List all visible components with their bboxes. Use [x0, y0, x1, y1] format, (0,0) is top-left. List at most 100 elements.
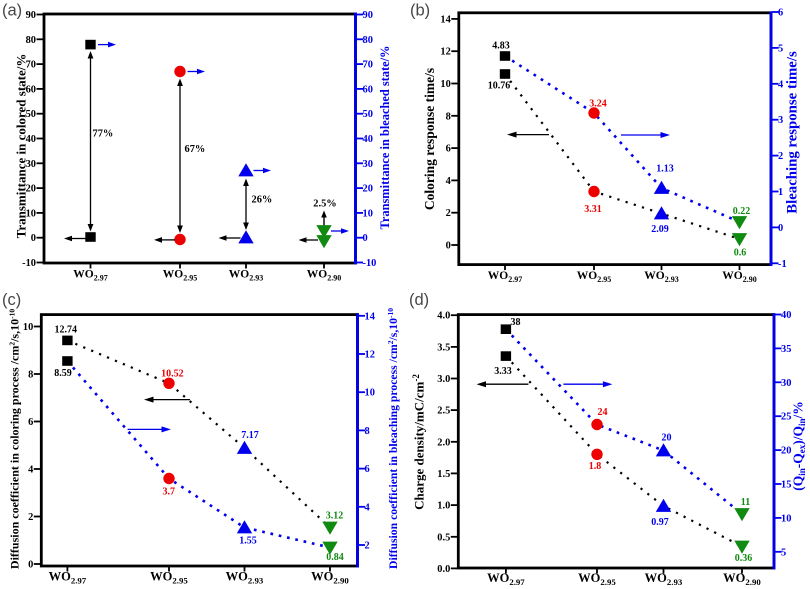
svg-text:12: 12: [440, 47, 450, 58]
svg-text:3.31: 3.31: [584, 204, 602, 215]
svg-text:2.5%: 2.5%: [313, 199, 336, 210]
svg-text:WO2.95: WO2.95: [163, 269, 197, 283]
svg-text:11: 11: [741, 497, 750, 508]
svg-text:10: 10: [23, 322, 33, 333]
svg-text:60: 60: [26, 84, 36, 95]
svg-text:7.17: 7.17: [241, 430, 259, 441]
svg-text:8.59: 8.59: [54, 368, 72, 379]
svg-text:4.0: 4.0: [437, 311, 450, 322]
svg-text:0.97: 0.97: [651, 517, 669, 528]
svg-text:20: 20: [662, 433, 672, 444]
svg-text:10: 10: [363, 208, 373, 219]
svg-text:0.36: 0.36: [735, 553, 753, 564]
svg-text:40: 40: [363, 134, 373, 145]
svg-text:WO2.90: WO2.90: [311, 570, 349, 586]
svg-text:Diffusion coefficient in bleac: Diffusion coefficient in bleaching proce…: [386, 308, 400, 569]
svg-text:2.5: 2.5: [437, 406, 450, 417]
svg-text:(d): (d): [409, 291, 429, 309]
svg-text:6: 6: [778, 8, 783, 19]
svg-text:(a): (a): [2, 2, 22, 20]
svg-text:6: 6: [446, 144, 451, 155]
svg-text:WO2.95: WO2.95: [578, 571, 616, 587]
svg-text:Transmittance in bleached stat: Transmittance in bleached state/%: [378, 46, 392, 230]
svg-text:20: 20: [781, 446, 791, 457]
svg-text:3.24: 3.24: [589, 99, 607, 110]
svg-text:-10: -10: [363, 258, 377, 269]
svg-text:40: 40: [781, 310, 791, 321]
svg-text:50: 50: [363, 109, 373, 120]
svg-text:0.6: 0.6: [734, 248, 747, 259]
svg-text:35: 35: [781, 344, 791, 355]
svg-text:(c): (c): [2, 291, 21, 309]
svg-text:10.76: 10.76: [488, 81, 511, 92]
svg-text:1.8: 1.8: [589, 461, 602, 472]
svg-text:4.83: 4.83: [492, 41, 510, 52]
svg-text:5: 5: [781, 547, 786, 558]
svg-text:15: 15: [781, 480, 791, 491]
svg-text:0: 0: [446, 241, 451, 252]
svg-text:3.33: 3.33: [494, 366, 512, 377]
svg-text:0.0: 0.0: [437, 564, 450, 575]
svg-text:2.0: 2.0: [437, 437, 450, 448]
svg-text:Transmittance in colored state: Transmittance in colored state/%: [14, 54, 29, 239]
svg-text:67%: 67%: [185, 144, 206, 155]
svg-text:24: 24: [598, 407, 608, 418]
svg-text:8: 8: [446, 111, 451, 122]
svg-text:4: 4: [778, 79, 783, 90]
svg-text:70: 70: [363, 60, 373, 71]
svg-text:0: 0: [31, 233, 36, 244]
svg-text:50: 50: [26, 109, 36, 120]
svg-text:38: 38: [511, 317, 521, 328]
svg-text:30: 30: [363, 159, 373, 170]
svg-text:Bleaching response time/s: Bleaching response time/s: [785, 51, 801, 214]
svg-text:40: 40: [26, 134, 36, 145]
svg-text:3.5: 3.5: [437, 342, 450, 353]
svg-text:-10: -10: [22, 258, 36, 269]
svg-text:1.5: 1.5: [437, 469, 450, 480]
svg-text:0.5: 0.5: [437, 532, 450, 543]
svg-text:60: 60: [363, 84, 373, 95]
svg-text:WO2.95: WO2.95: [577, 270, 611, 284]
svg-text:1.0: 1.0: [437, 501, 450, 512]
svg-text:WO2.90: WO2.90: [307, 269, 341, 283]
svg-text:4: 4: [365, 502, 370, 513]
svg-text:77%: 77%: [93, 129, 114, 140]
svg-text:0: 0: [363, 233, 368, 244]
svg-text:WO2.93: WO2.93: [645, 571, 683, 587]
svg-text:4: 4: [28, 465, 33, 476]
svg-text:2.09: 2.09: [651, 224, 669, 235]
svg-text:WO2.97: WO2.97: [488, 270, 522, 284]
svg-text:0: 0: [28, 560, 33, 571]
svg-text:WO2.93: WO2.93: [644, 270, 678, 284]
svg-text:Coloring response time/s: Coloring response time/s: [422, 68, 437, 210]
svg-text:10: 10: [365, 388, 375, 399]
svg-text:3.12: 3.12: [326, 511, 344, 522]
svg-text:-1: -1: [778, 259, 787, 270]
svg-text:12.74: 12.74: [55, 325, 78, 336]
svg-text:WO2.97: WO2.97: [73, 269, 107, 283]
svg-text:1.55: 1.55: [239, 536, 257, 547]
svg-text:30: 30: [26, 159, 36, 170]
svg-text:12: 12: [365, 350, 375, 361]
svg-text:10.52: 10.52: [161, 369, 184, 380]
svg-text:WO2.93: WO2.93: [226, 570, 264, 586]
svg-text:(b): (b): [410, 2, 430, 20]
svg-text:3.7: 3.7: [162, 487, 175, 498]
svg-text:WO2.97: WO2.97: [49, 570, 87, 586]
svg-text:70: 70: [26, 60, 36, 71]
svg-text:90: 90: [26, 10, 36, 21]
svg-text:0.84: 0.84: [326, 552, 344, 563]
svg-text:20: 20: [363, 184, 373, 195]
svg-text:26%: 26%: [252, 195, 273, 206]
svg-text:3.0: 3.0: [437, 374, 450, 385]
svg-text:WO2.90: WO2.90: [723, 571, 761, 587]
svg-text:0: 0: [778, 223, 783, 234]
svg-text:2: 2: [365, 541, 370, 552]
svg-text:14: 14: [365, 311, 375, 322]
svg-text:8: 8: [28, 370, 33, 381]
svg-text:80: 80: [363, 35, 373, 46]
svg-text:2: 2: [778, 151, 783, 162]
svg-text:20: 20: [26, 184, 36, 195]
svg-text:Diffusion coefficient in color: Diffusion coefficient in coloring proces…: [7, 309, 21, 569]
svg-text:90: 90: [363, 10, 373, 21]
